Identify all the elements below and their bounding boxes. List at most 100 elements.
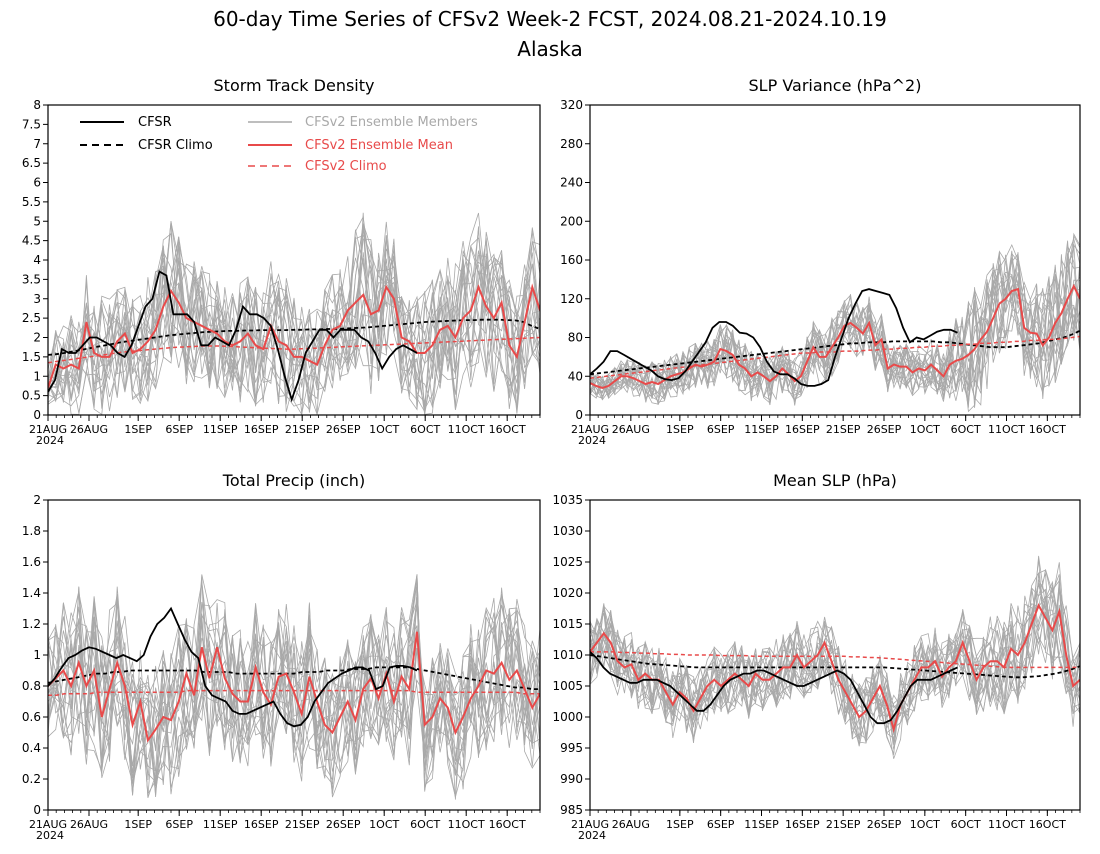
y-tick-label: 2 (33, 493, 41, 507)
ensemble-member-line (590, 266, 1080, 406)
x-tick-label: 6SEP (707, 818, 735, 831)
y-tick-label: 2.5 (22, 311, 41, 325)
legend-cfsr-label: CFSR (138, 115, 172, 130)
y-tick-label: 320 (560, 98, 583, 112)
ensemble-member-line (590, 250, 1080, 402)
legend-cfsr-climo-label: CFSR Climo (138, 138, 213, 153)
y-tick-label: 7 (33, 137, 41, 151)
ensemble-member-line (590, 582, 1080, 733)
plot-area (48, 212, 540, 415)
cfsr-line (590, 288, 958, 387)
y-tick-label: 4.5 (22, 234, 41, 248)
y-tick-label: 0 (33, 408, 41, 422)
x-tick-label: 26AUG (612, 818, 650, 831)
ensemble-member-line (48, 221, 540, 415)
x-tick-label: 11OCT (448, 423, 485, 436)
x-tick-label: 11OCT (448, 818, 485, 831)
y-tick-label: 1015 (552, 617, 583, 631)
panel-title: Mean SLP (hPa) (773, 471, 897, 490)
cfsr-line (590, 651, 958, 725)
y-tick-label: 1.2 (22, 617, 41, 631)
panel-title: Total Precip (inch) (222, 471, 365, 490)
ensemble-members (590, 232, 1080, 413)
y-tick-label: 5 (33, 214, 41, 228)
y-tick-label: 1005 (552, 679, 583, 693)
x-tick-label: 21SEP (285, 818, 320, 831)
x-tick-label: 21AUG (571, 818, 609, 831)
x-tick-label: 16OCT (489, 423, 526, 436)
y-tick-label: 990 (560, 772, 583, 786)
y-tick-label: 1000 (552, 710, 583, 724)
y-tick-label: 1035 (552, 493, 583, 507)
y-tick-label: 1030 (552, 524, 583, 538)
x-tick-label: 6SEP (165, 423, 193, 436)
y-tick-label: 1020 (552, 586, 583, 600)
y-tick-label: 160 (560, 253, 583, 267)
x-year-label: 2024 (578, 829, 606, 842)
cfsv2-climo-line (48, 336, 540, 364)
x-tick-label: 1OCT (910, 818, 940, 831)
plot-area (590, 555, 1080, 759)
ensemble-member-line (590, 266, 1080, 400)
x-tick-label: 16OCT (1029, 423, 1066, 436)
y-tick-label: 1.4 (22, 586, 41, 600)
ensemble-member-line (48, 235, 540, 414)
x-tick-label: 6OCT (951, 423, 981, 436)
y-tick-label: 1.6 (22, 555, 41, 569)
x-tick-label: 21AUG (571, 423, 609, 436)
y-tick-label: 6 (33, 176, 41, 190)
ensemble-member-line (48, 224, 540, 403)
cfsr-line (48, 606, 418, 728)
y-tick-label: 995 (560, 741, 583, 755)
y-tick-label: 120 (560, 292, 583, 306)
ensemble-member-line (48, 587, 540, 793)
y-tick-label: 280 (560, 137, 583, 151)
panel-slp-variance: SLP Variance (hPa^2) 0 40 80 120 160 200 240 280… (560, 76, 1081, 447)
x-tick-label: 6OCT (410, 818, 440, 831)
x-tick-label: 11SEP (744, 423, 779, 436)
x-tick-label: 11SEP (203, 818, 238, 831)
ensemble-member-line (48, 580, 540, 796)
ensemble-member-line (48, 592, 540, 800)
x-tick-label: 11SEP (744, 818, 779, 831)
x-tick-label: 21SEP (826, 818, 861, 831)
ensemble-member-line (48, 574, 540, 786)
ensemble-mean-line (48, 631, 540, 743)
y-tick-label: 0 (575, 408, 583, 422)
panel-total-precip: Total Precip (inch) 0 0.2 0.4 0.6 0.8 1 1.2 1.4 1… (22, 471, 541, 842)
cfsr-climo-line (590, 329, 1080, 376)
y-tick-label: 5.5 (22, 195, 41, 209)
ensemble-member-line (48, 593, 540, 798)
x-tick-label: 1OCT (910, 423, 940, 436)
x-tick-label: 26AUG (612, 423, 650, 436)
x-tick-label: 21SEP (826, 423, 861, 436)
ensemble-members (48, 212, 540, 415)
y-tick-label: 80 (568, 331, 583, 345)
ensemble-member-line (48, 253, 540, 415)
y-tick-label: 0.4 (22, 741, 41, 755)
ensemble-member-line (590, 580, 1080, 745)
legend-cfsv2-climo-label: CFSv2 Climo (305, 159, 387, 174)
ensemble-member-line (590, 582, 1080, 730)
x-tick-label: 11OCT (988, 818, 1025, 831)
x-year-label: 2024 (36, 829, 64, 842)
y-tick-label: 0.8 (22, 679, 41, 693)
y-tick-label: 0 (33, 803, 41, 817)
x-tick-label: 21AUG (29, 818, 67, 831)
ensemble-member-line (590, 240, 1080, 401)
y-tick-label: 0.6 (22, 710, 41, 724)
x-tick-label: 21AUG (29, 423, 67, 436)
x-tick-label: 1SEP (124, 423, 152, 436)
y-tick-label: 1.5 (22, 350, 41, 364)
cfsr-climo-line (590, 654, 1080, 679)
y-tick-label: 1010 (552, 648, 583, 662)
y-tick-label: 0.5 (22, 389, 41, 403)
y-tick-label: 8 (33, 98, 41, 112)
figure-title: 60-day Time Series of CFSv2 Week-2 FCST,… (213, 7, 887, 31)
plot-area (590, 232, 1080, 413)
y-tick-label: 1 (33, 369, 41, 383)
legend-members-label: CFSv2 Ensemble Members (305, 115, 478, 130)
ensemble-members (48, 574, 540, 800)
cfsv2-climo-line (590, 335, 1080, 379)
ensemble-mean-line (590, 603, 1080, 734)
